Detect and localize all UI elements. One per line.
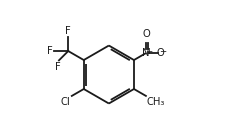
Text: −: − bbox=[159, 47, 166, 56]
Text: N: N bbox=[142, 48, 149, 59]
Text: O: O bbox=[156, 48, 163, 59]
Text: Cl: Cl bbox=[61, 97, 70, 107]
Text: F: F bbox=[47, 46, 53, 56]
Text: +: + bbox=[144, 47, 151, 56]
Text: CH₃: CH₃ bbox=[146, 97, 164, 107]
Text: F: F bbox=[65, 26, 71, 36]
Text: O: O bbox=[142, 29, 149, 39]
Text: F: F bbox=[55, 62, 61, 72]
